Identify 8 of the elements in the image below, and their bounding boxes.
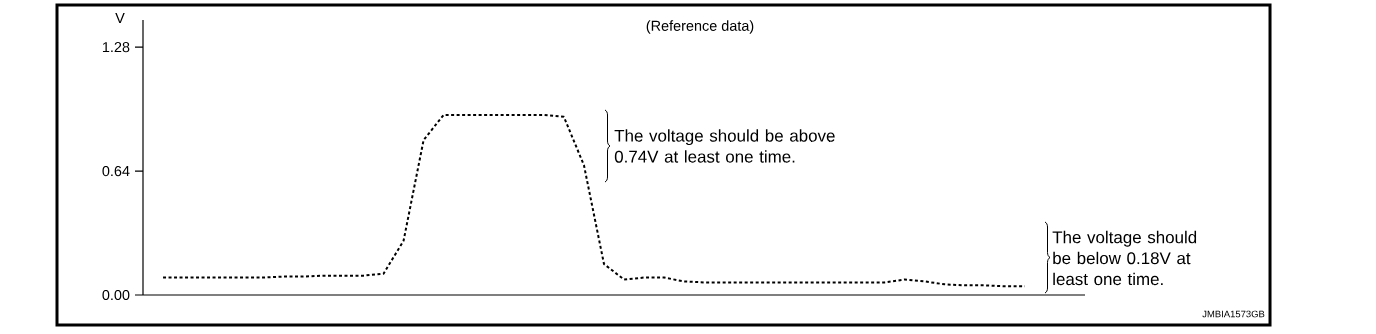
annotation: The voltage should be above 0.74V at least one time.	[614, 129, 835, 163]
y-tick-label: 0.00	[102, 289, 130, 301]
annotation: The voltage should be below 0.18V at least one time.	[1052, 230, 1197, 286]
chart-title: (Reference data)	[646, 20, 754, 34]
y-axis-title: V	[115, 13, 125, 23]
text: JMBIA1573GB	[1202, 310, 1265, 318]
y-tick-label: 0.64	[102, 165, 130, 177]
y-tick-label: 1.28	[102, 41, 130, 53]
